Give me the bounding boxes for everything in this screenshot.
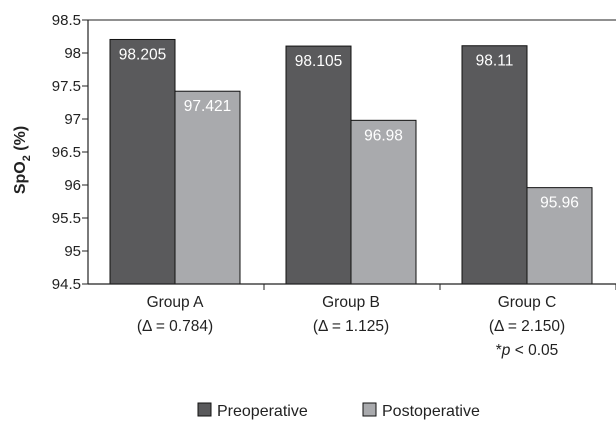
category-note-1: (Δ = 0.784) xyxy=(137,318,213,335)
y-tick-label-6: 97.5 xyxy=(52,78,81,95)
y-tick-label-4: 96.5 xyxy=(52,144,81,161)
y-tick-label-0: 94.5 xyxy=(52,276,81,293)
bar-label-postoperative-1: 97.421 xyxy=(184,98,231,115)
bar-label-preoperative-1: 98.205 xyxy=(119,46,166,63)
y-axis-ticks: 94.5 95 95.5 96 96.5 97 97.5 98 98.5 xyxy=(52,12,88,293)
y-tick-label-3: 96 xyxy=(64,177,81,194)
bar-label-preoperative-2: 98.105 xyxy=(295,53,342,70)
bar-label-postoperative-2: 96.98 xyxy=(364,127,403,144)
y-axis-label: SpO2 (%) xyxy=(12,126,33,194)
x-axis-category-labels: Group A (Δ = 0.784) Group B (Δ = 1.125) Grou… xyxy=(137,294,565,359)
bar-preoperative-2 xyxy=(285,45,352,285)
axes xyxy=(87,19,616,290)
bar-preoperative-3 xyxy=(461,45,528,285)
y-tick-label-5: 97 xyxy=(64,111,81,128)
significance-label-3: *p < 0.05 xyxy=(496,342,559,359)
y-tick-label-2: 95.5 xyxy=(52,210,81,227)
y-tick-label-7: 98 xyxy=(64,45,81,62)
bar-postoperative-1 xyxy=(174,90,241,285)
significance-asterisk: * xyxy=(496,342,502,359)
y-tick-label-1: 95 xyxy=(64,243,81,260)
y-axis-label-suffix: (%) xyxy=(12,126,29,155)
significance-threshold: < 0.05 xyxy=(510,342,558,359)
category-label-1: Group A xyxy=(147,294,205,311)
bar-postoperative-2 xyxy=(350,119,417,285)
category-label-3: Group C xyxy=(498,294,557,311)
category-note-2: (Δ = 1.125) xyxy=(313,318,389,335)
category-label-2: Group B xyxy=(322,294,380,311)
legend: Preoperative Postoperative xyxy=(197,402,480,420)
y-tick-label-8: 98.5 xyxy=(52,12,81,29)
legend-swatch-postoperative xyxy=(362,402,377,417)
bar-preoperative-1 xyxy=(109,38,176,285)
significance-p: p xyxy=(501,342,511,359)
category-note-3: (Δ = 2.150) xyxy=(489,318,565,335)
y-axis-label-main: SpO xyxy=(12,161,29,194)
bars xyxy=(109,38,593,285)
legend-swatch-preoperative xyxy=(197,402,212,417)
y-axis-label-subscript: 2 xyxy=(21,155,33,161)
bar-label-preoperative-3: 98.11 xyxy=(476,53,514,70)
legend-label-postoperative: Postoperative xyxy=(382,403,480,420)
bar-label-postoperative-3: 95.96 xyxy=(540,195,579,212)
bar-value-labels: 98.205 97.421 98.105 96.98 98.11 95.96 xyxy=(119,46,579,211)
legend-label-preoperative: Preoperative xyxy=(217,403,308,420)
